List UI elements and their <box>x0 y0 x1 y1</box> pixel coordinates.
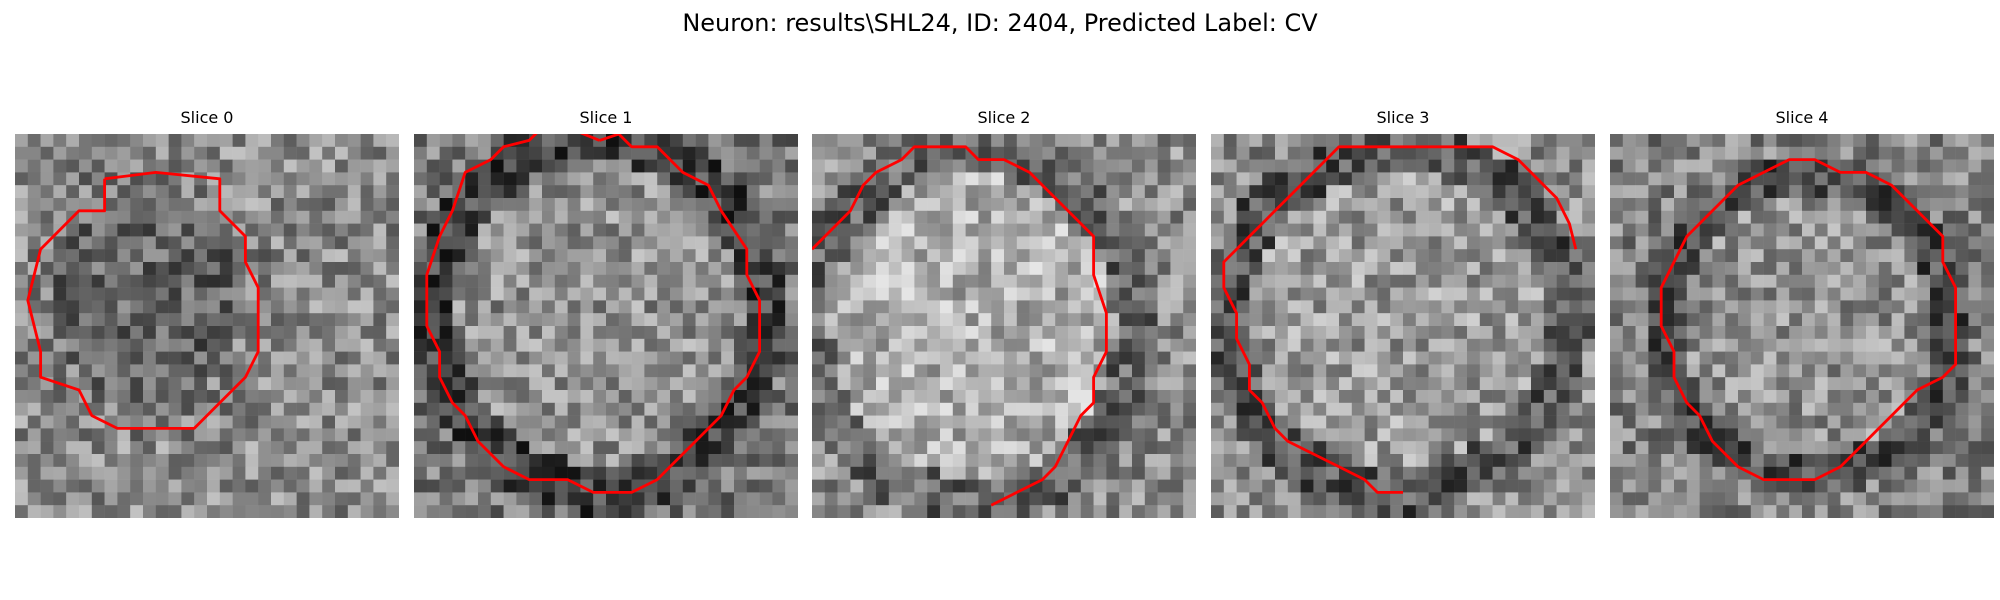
pixel-grid <box>15 134 399 518</box>
slice-image <box>15 134 399 518</box>
panel-slice-3: Slice 3 <box>1211 108 1595 518</box>
panel-slice-4: Slice 4 <box>1610 108 1994 518</box>
roi-contour <box>1222 145 1578 494</box>
pixel-grid <box>1211 134 1595 518</box>
slice-image <box>812 134 1196 518</box>
slice-title: Slice 1 <box>579 108 633 127</box>
pixel-grid <box>414 134 798 518</box>
panel-slice-0: Slice 0 <box>15 108 399 518</box>
roi-contour <box>26 170 260 430</box>
slice-title: Slice 2 <box>977 108 1031 127</box>
slice-image <box>1610 134 1994 518</box>
pixel-grid <box>812 134 1196 518</box>
slice-title: Slice 3 <box>1376 108 1430 127</box>
slice-image <box>414 134 798 518</box>
slice-title: Slice 4 <box>1775 108 1829 127</box>
panel-slice-2: Slice 2 <box>812 108 1196 518</box>
roi-contour <box>812 145 1108 507</box>
slice-image <box>1211 134 1595 518</box>
slice-title: Slice 0 <box>180 108 234 127</box>
panel-slice-1: Slice 1 <box>414 108 798 518</box>
pixel-grid <box>1610 134 1994 518</box>
figure-title: Neuron: results\SHL24, ID: 2404, Predict… <box>682 9 1318 37</box>
roi-contour <box>1659 158 1958 482</box>
roi-contour <box>425 134 762 494</box>
